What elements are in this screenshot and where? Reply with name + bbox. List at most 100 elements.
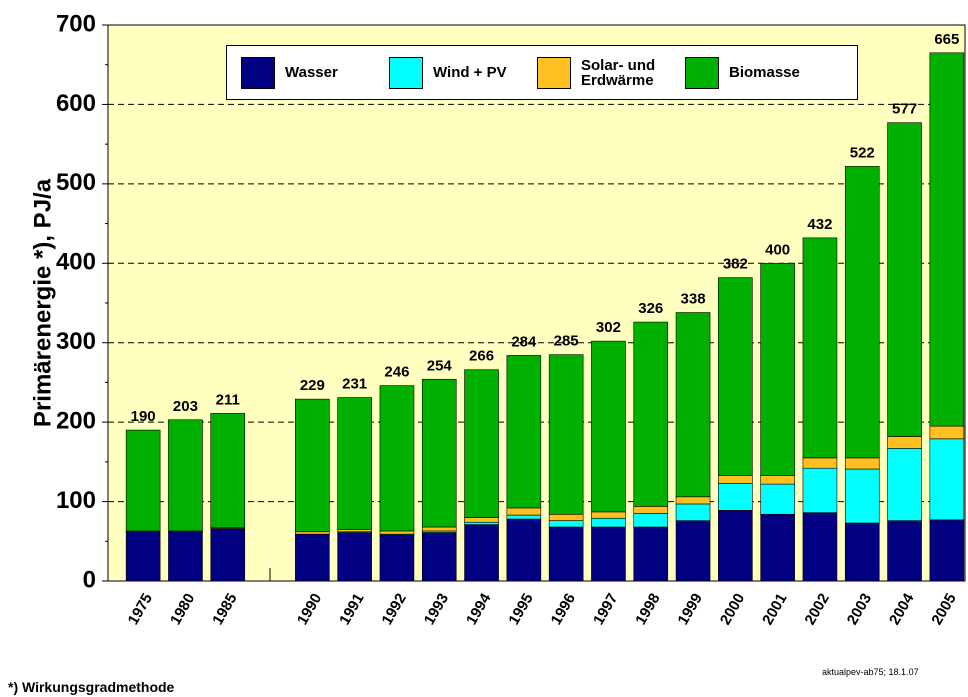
y-axis-label: Primärenergie *), PJ/a xyxy=(29,178,56,427)
x-tick-label: 1975 xyxy=(125,590,156,627)
total-label: 522 xyxy=(850,144,875,161)
bar-segment xyxy=(548,513,584,521)
bar-segment xyxy=(337,529,372,533)
total-label: 285 xyxy=(554,333,579,350)
bar-segment xyxy=(802,237,838,459)
legend-swatch xyxy=(537,56,571,89)
x-tick-label: 1998 xyxy=(632,590,663,627)
bar-segment xyxy=(760,513,795,582)
bar-segment xyxy=(464,524,499,582)
legend-item: Solar- und Erdwärme xyxy=(537,56,671,89)
bar-segment xyxy=(760,475,795,485)
y-tick-label: 300 xyxy=(56,328,96,355)
legend-swatch xyxy=(389,56,423,89)
x-tick-label: 2000 xyxy=(717,590,748,627)
x-tick-label: 1997 xyxy=(590,590,621,627)
bar-segment xyxy=(379,530,415,535)
bar-segment xyxy=(506,514,542,520)
bar-segment xyxy=(844,468,880,524)
bar-segment xyxy=(718,475,753,484)
x-tick-label: 1996 xyxy=(548,590,579,627)
total-label: 229 xyxy=(300,377,325,394)
bar-segment xyxy=(168,419,203,532)
bar-segment xyxy=(929,519,965,582)
bar-segment xyxy=(718,510,753,582)
bar-segment xyxy=(421,526,457,532)
bar-segment xyxy=(125,531,161,582)
bar-segment xyxy=(379,385,415,532)
bar-segment xyxy=(929,438,965,521)
x-tick-label: 1994 xyxy=(463,590,495,628)
bar-segment xyxy=(295,531,330,535)
bar-segment xyxy=(675,496,711,505)
bar-segment xyxy=(633,526,669,582)
bar-segment xyxy=(675,520,711,582)
bar-segment xyxy=(421,378,457,528)
y-tick-label: 100 xyxy=(56,487,96,514)
bar-segment xyxy=(929,52,965,427)
bar-segment xyxy=(379,534,415,582)
bar-segment xyxy=(675,312,711,498)
x-tick-label: 1992 xyxy=(378,590,409,627)
legend-item: Wasser xyxy=(241,56,375,89)
bar-segment xyxy=(295,398,330,533)
bar-segment xyxy=(887,122,922,437)
bar-segment xyxy=(337,532,372,582)
bar-segment xyxy=(718,483,753,511)
total-label: 246 xyxy=(384,364,409,381)
bar-segment xyxy=(337,397,372,530)
total-label: 338 xyxy=(681,291,706,308)
bar-segment xyxy=(295,533,330,582)
bar-segment xyxy=(548,354,584,515)
footnote: *) Wirkungsgradmethode xyxy=(8,679,175,695)
bar-segment xyxy=(633,513,669,528)
legend-label: Wind + PV xyxy=(433,64,507,81)
total-label: 190 xyxy=(131,408,156,425)
legend-label: Biomasse xyxy=(729,64,800,81)
legend-swatch xyxy=(685,56,719,89)
bar-segment xyxy=(760,483,795,515)
bar-segment xyxy=(125,429,161,532)
bar-segment xyxy=(887,448,922,521)
x-tick-label: 2003 xyxy=(844,590,875,627)
x-tick-label: 2005 xyxy=(928,590,959,627)
total-label: 665 xyxy=(934,31,959,48)
bar-segment xyxy=(591,517,626,528)
bar-segment xyxy=(802,467,838,513)
bar-segment xyxy=(168,531,203,582)
bar-segment xyxy=(591,526,626,582)
bar-segment xyxy=(844,522,880,582)
bar-segment xyxy=(421,532,457,582)
legend: Wasser Wind + PV Solar- und Erdwärme Biomas… xyxy=(226,45,858,100)
bar-segment xyxy=(548,520,584,528)
total-label: 231 xyxy=(342,376,367,393)
bar-segment xyxy=(718,277,753,476)
bar-segment xyxy=(506,355,542,509)
y-tick-label: 0 xyxy=(83,566,96,593)
x-tick-label: 2004 xyxy=(886,590,918,628)
bar-segment xyxy=(929,425,965,440)
bar-segment xyxy=(760,262,795,476)
bar-segment xyxy=(506,518,542,582)
bar-segment xyxy=(844,166,880,459)
total-label: 432 xyxy=(807,216,832,233)
x-tick-label: 1991 xyxy=(336,590,367,627)
legend-item: Biomasse xyxy=(685,56,819,89)
bar-segment xyxy=(633,506,669,514)
bar-segment xyxy=(887,520,922,582)
bar-segment xyxy=(887,436,922,449)
bar-segment xyxy=(591,511,626,519)
y-tick-label: 700 xyxy=(56,10,96,37)
bar-segment xyxy=(548,526,584,582)
bar-segment xyxy=(802,512,838,582)
x-tick-label: 1990 xyxy=(294,590,325,627)
x-tick-label: 1995 xyxy=(505,590,536,627)
bar-segment xyxy=(633,321,669,507)
legend-label: Solar- und Erdwärme xyxy=(581,56,656,89)
bar-segment xyxy=(802,457,838,469)
bar-segment xyxy=(675,503,711,521)
total-label: 302 xyxy=(596,319,621,336)
legend-swatch xyxy=(241,56,275,89)
